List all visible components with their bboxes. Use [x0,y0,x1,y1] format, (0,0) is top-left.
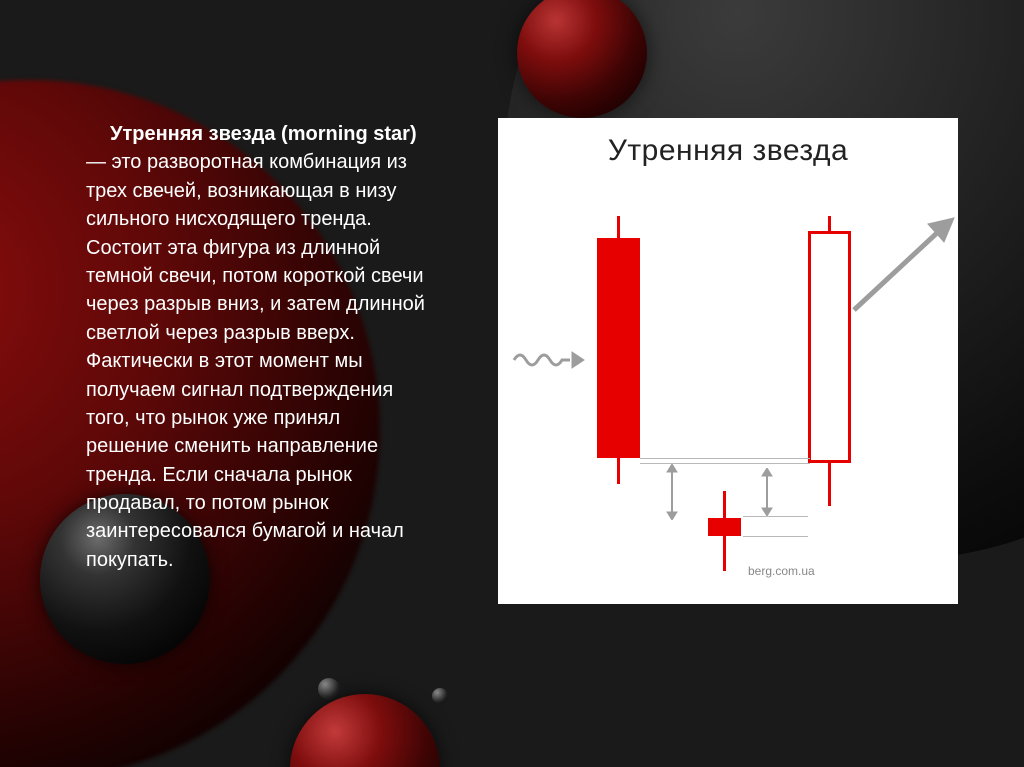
diagram-attribution: berg.com.ua [748,564,815,578]
gap-down-arrow-icon [665,464,679,520]
body-paragraph: — это разворотная комбинация из трех све… [86,151,425,570]
candlestick-diagram: Утренняя звезда [498,118,958,604]
presentation-slide: Утренняя звезда (morning star) — это разв… [0,0,1024,767]
lead-term: Утренняя звезда (morning star) [110,123,417,145]
candle-star [708,518,741,536]
slide-body-text: Утренняя звезда (morning star) — это разв… [86,120,426,574]
gap-level-line [743,516,808,517]
candle-bullish-hollow [808,231,851,463]
gap-level-line [640,458,810,459]
diagram-title: Утренняя звезда [498,134,958,168]
candle-bearish [597,238,640,458]
decorative-sphere [318,678,340,700]
decorative-sphere [432,688,448,704]
outgoing-trend-arrow-icon [850,214,958,314]
incoming-trend-arrow-icon [512,344,586,374]
gap-level-line [743,536,808,537]
decorative-sphere [290,694,440,767]
gap-up-arrow-icon [760,468,774,516]
